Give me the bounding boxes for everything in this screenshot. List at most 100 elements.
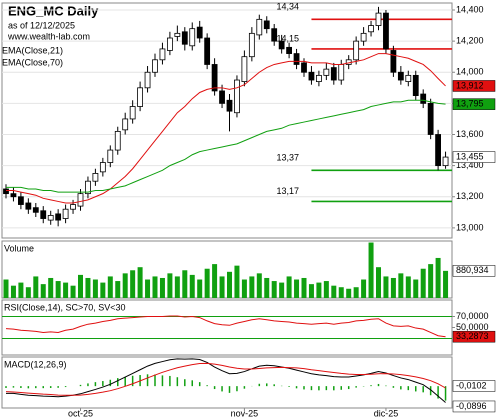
candle-body (77, 193, 84, 207)
volume-bar (294, 279, 300, 298)
value-box (452, 265, 496, 277)
volume-bar (85, 277, 91, 298)
volume-bar (212, 264, 218, 298)
candle-body (70, 204, 76, 210)
candle-body (3, 188, 9, 195)
value-label: 33,2873 (456, 331, 489, 341)
value-label: -0,0896 (456, 401, 487, 411)
volume-bar (346, 288, 352, 298)
ema-line (6, 99, 446, 193)
volume-bar (405, 276, 411, 298)
y-tick-label: 70,0000 (456, 311, 489, 321)
candle-body (375, 12, 382, 26)
volume-bar (390, 277, 396, 298)
candle-body (420, 93, 427, 104)
candle-body (293, 53, 300, 65)
candle-body (397, 71, 404, 81)
volume-bar (130, 270, 136, 298)
candle-body (166, 37, 173, 51)
candle-body (286, 46, 293, 54)
volume-bar (25, 287, 31, 298)
volume-bar (338, 287, 344, 298)
candle-body (368, 25, 374, 33)
candle-body (196, 26, 203, 39)
candle-body (338, 64, 345, 81)
candle-body (241, 56, 248, 82)
candle-body (40, 210, 47, 219)
indicator-line (6, 358, 446, 403)
value-box (452, 151, 496, 163)
candle-body (129, 106, 136, 120)
volume-bar (368, 242, 374, 298)
candle-body (315, 74, 322, 82)
candle-body (427, 102, 434, 135)
level-label: 14,15 (276, 33, 299, 43)
volume-bar (70, 285, 76, 298)
candle-body (181, 31, 188, 45)
value-box (452, 98, 496, 110)
volume-bar (256, 273, 262, 298)
volume-bar (204, 268, 210, 298)
volume-bar (271, 281, 277, 298)
candle-body (211, 64, 218, 92)
y-tick-label: 13,000 (456, 222, 484, 232)
value-label: -0,0102 (456, 380, 487, 390)
volume-bar (323, 281, 329, 298)
volume-bar (376, 267, 381, 298)
candle-body (360, 32, 367, 42)
y-tick-label: 13,400 (456, 160, 484, 170)
candle-body (10, 193, 17, 198)
candle-body (219, 90, 225, 104)
volume-bar (100, 282, 106, 298)
volume-bar (167, 273, 173, 298)
volume-bar (353, 287, 359, 298)
volume-bar (33, 276, 39, 298)
candle-body (301, 62, 307, 73)
candle-body (189, 28, 196, 47)
legend-label: EMA(Close,21) (2, 45, 63, 55)
volume-bar (78, 274, 83, 298)
candle-body (55, 213, 62, 221)
candle-body (114, 130, 121, 151)
volume-bar (279, 282, 285, 298)
candle-body (263, 20, 270, 30)
volume-bar (249, 276, 255, 298)
candle-body (62, 208, 69, 219)
volume-bar (227, 271, 232, 298)
legend-label: EMA(Close,70) (2, 57, 63, 67)
candle-body (234, 79, 240, 114)
volume-bar (435, 257, 441, 298)
volume-bar (107, 276, 113, 298)
candle-body (47, 215, 54, 221)
candle-body (137, 87, 144, 107)
volume-bar (10, 285, 16, 298)
volume-bar (241, 279, 247, 298)
candle-body (383, 12, 389, 50)
volume-bar (174, 276, 180, 298)
candle-body (122, 118, 129, 131)
candle-body (405, 74, 412, 82)
x-tick-label: oct-25 (68, 408, 93, 418)
candle-body (159, 48, 166, 61)
candle-body (390, 50, 397, 73)
candle-body (278, 40, 285, 50)
candle-body (412, 74, 419, 96)
volume-bar (92, 279, 98, 298)
x-tick-label: nov-25 (231, 408, 259, 418)
volume-bar (420, 268, 426, 298)
panel-title: MACD(12,26,9) (4, 359, 67, 369)
x-tick-label: dic-25 (374, 408, 399, 418)
volume-bar (264, 277, 270, 298)
volume-bar (159, 277, 165, 298)
volume-bar (383, 276, 389, 298)
volume-bar (301, 277, 307, 298)
value-box (452, 330, 496, 343)
volume-bar (398, 273, 404, 298)
candle-body (32, 207, 39, 213)
volume-bar (55, 281, 61, 298)
volume-bar (145, 279, 151, 298)
volume-bar (137, 267, 143, 298)
value-box (452, 400, 496, 413)
volume-bar (234, 265, 240, 298)
